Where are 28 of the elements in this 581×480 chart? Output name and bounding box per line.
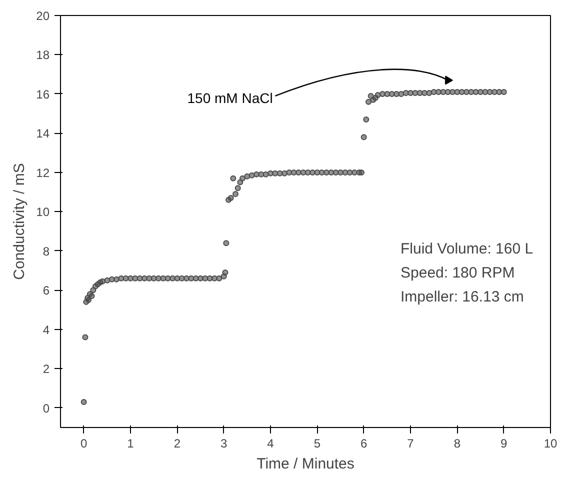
x-tick-label: 1 — [127, 436, 134, 450]
y-tick-label: 16 — [36, 87, 50, 102]
x-tick-label: 7 — [407, 436, 414, 450]
y-tick-label: 8 — [42, 244, 50, 258]
y-tick-label: 12 — [36, 166, 50, 180]
y-tick-label: 20 — [36, 9, 50, 23]
x-tick-label: 2 — [174, 436, 181, 450]
x-tick-label: 6 — [360, 436, 368, 450]
x-tick-label: 5 — [314, 436, 321, 450]
x-tick-label: 8 — [454, 436, 461, 450]
x-tick-label: 10 — [544, 436, 558, 450]
x-tick-label: 9 — [500, 436, 508, 450]
annotation: Fluid Volume: 160 L — [400, 240, 534, 258]
annotation: Impeller: 16.13 cm — [400, 288, 524, 306]
y-axis-title: Conductivity / mS — [11, 163, 28, 280]
y-tick-label: 2 — [42, 362, 50, 376]
y-tick-label: 18 — [36, 48, 50, 62]
annotation: 150 mM NaCl — [187, 90, 273, 106]
y-tick-label: 4 — [42, 322, 50, 337]
y-tick-label: 6 — [42, 284, 50, 298]
x-tick-label: 3 — [220, 436, 228, 450]
x-tick-label: 0 — [80, 436, 88, 450]
x-tick-label: 4 — [267, 436, 274, 450]
y-tick-label: 10 — [36, 205, 50, 220]
y-tick-label: 0 — [42, 401, 50, 416]
annotation: Speed: 180 RPM — [400, 264, 515, 282]
x-axis-title: Time / Minutes — [256, 456, 354, 472]
y-tick-label: 14 — [36, 126, 50, 141]
